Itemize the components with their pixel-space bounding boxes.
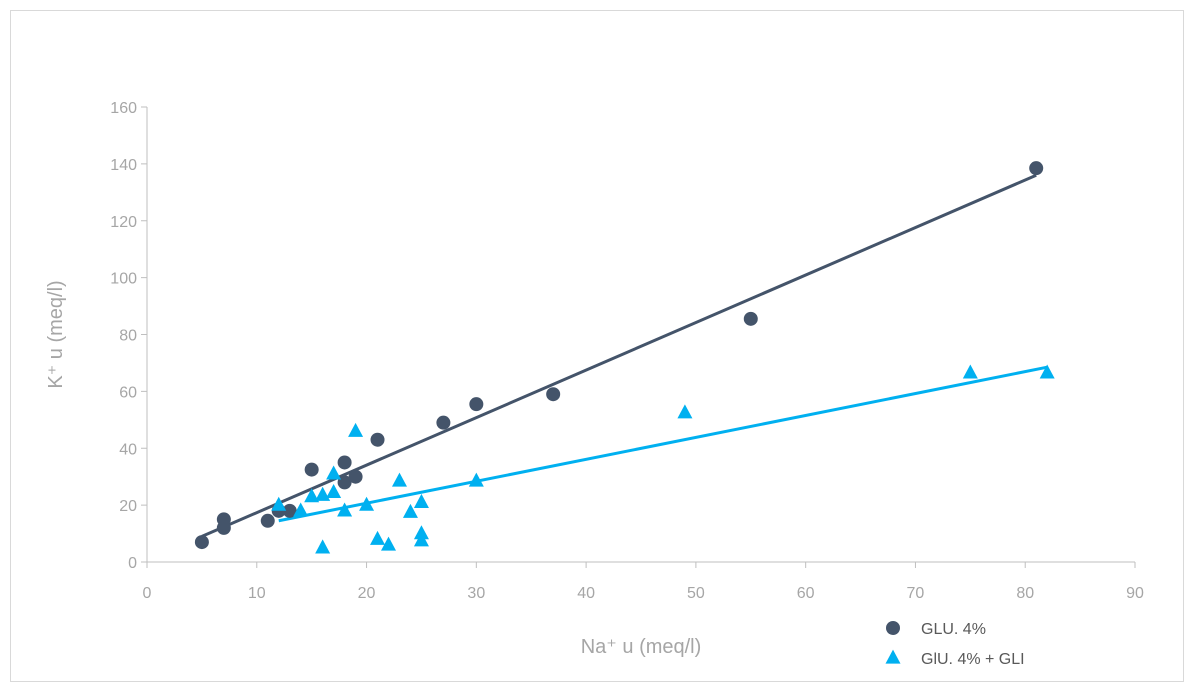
- legend-item-glu-gli: GlU. 4% + GLI: [885, 649, 1025, 668]
- circle-point: [337, 475, 352, 490]
- legend-marker-shape: [886, 621, 900, 635]
- trendline-glu-gli: [278, 365, 1048, 523]
- y-tick-label: 40: [119, 441, 137, 458]
- x-axis-ticks: 0 10 20 30 40 50 60 70 80 90: [143, 562, 1144, 602]
- circle-point: [216, 512, 231, 527]
- triangle-point: [402, 503, 418, 518]
- triangle-point: [337, 502, 353, 517]
- legend-marker-glu-gli: [885, 649, 901, 664]
- y-tick-label: 20: [119, 498, 137, 515]
- y-tick-label: 100: [110, 271, 137, 288]
- triangle-point: [413, 532, 429, 547]
- triangle-point: [413, 525, 429, 540]
- circle-point: [282, 503, 297, 518]
- data-points: [194, 161, 1055, 554]
- y-axis-title: K⁺ u (meq/l): [45, 280, 67, 388]
- triangle-point: [271, 496, 287, 511]
- x-tick-label: 0: [143, 585, 152, 602]
- circle-point: [469, 397, 484, 412]
- triangle-point: [391, 472, 407, 487]
- circle-point: [194, 535, 209, 550]
- x-tick-label: 20: [358, 585, 376, 602]
- x-axis-title: Na⁺ u (meq/l): [581, 636, 702, 658]
- y-tick-label: 0: [128, 555, 137, 572]
- trendlines: [201, 173, 1048, 538]
- triangle-point: [326, 483, 342, 498]
- y-axis-ticks: 0 20 40 60 80 100 120 140 160: [110, 100, 147, 572]
- circle-point: [436, 415, 451, 430]
- legend-marker-shape: [885, 649, 901, 664]
- circle-point: [337, 455, 352, 470]
- circle-point: [546, 387, 561, 402]
- y-tick-label: 160: [110, 100, 137, 117]
- triangle-point: [962, 364, 978, 379]
- y-tick-label: 140: [110, 157, 137, 174]
- x-tick-label: 40: [577, 585, 595, 602]
- triangle-point: [348, 422, 364, 437]
- triangle-point: [326, 465, 342, 480]
- triangle-point: [315, 486, 331, 501]
- triangle-point: [370, 530, 386, 545]
- legend: GLU. 4% GlU. 4% + GLI: [885, 621, 1025, 668]
- x-tick-label: 10: [248, 585, 266, 602]
- circle-point: [743, 311, 758, 326]
- y-tick-label: 80: [119, 328, 137, 345]
- x-tick-label: 70: [907, 585, 925, 602]
- triangle-point: [304, 488, 320, 503]
- triangle-point: [413, 493, 429, 508]
- trendline-glu: [201, 173, 1037, 538]
- y-tick-label: 60: [119, 384, 137, 401]
- y-tick-label: 120: [110, 214, 137, 231]
- triangle-point: [359, 496, 375, 511]
- x-tick-label: 90: [1126, 585, 1144, 602]
- circle-point: [260, 513, 275, 528]
- legend-label-glu: GLU. 4%: [921, 621, 986, 638]
- x-tick-label: 30: [467, 585, 485, 602]
- circle-point: [348, 469, 363, 484]
- circle-point: [1029, 161, 1044, 176]
- legend-label-glu-gli: GlU. 4% + GLI: [921, 651, 1025, 668]
- triangle-point: [315, 539, 331, 554]
- x-tick-label: 60: [797, 585, 815, 602]
- chart-frame: [10, 10, 1184, 682]
- x-tick-label: 80: [1016, 585, 1034, 602]
- triangle-point: [468, 472, 484, 487]
- x-tick-label: 50: [687, 585, 705, 602]
- circle-point: [304, 462, 319, 477]
- triangle-point: [293, 502, 309, 517]
- circle-point: [370, 432, 385, 447]
- legend-marker-glu: [886, 621, 900, 635]
- triangle-point: [1039, 364, 1055, 379]
- legend-item-glu: GLU. 4%: [886, 621, 986, 638]
- triangle-point: [381, 536, 397, 551]
- triangle-point: [677, 404, 693, 419]
